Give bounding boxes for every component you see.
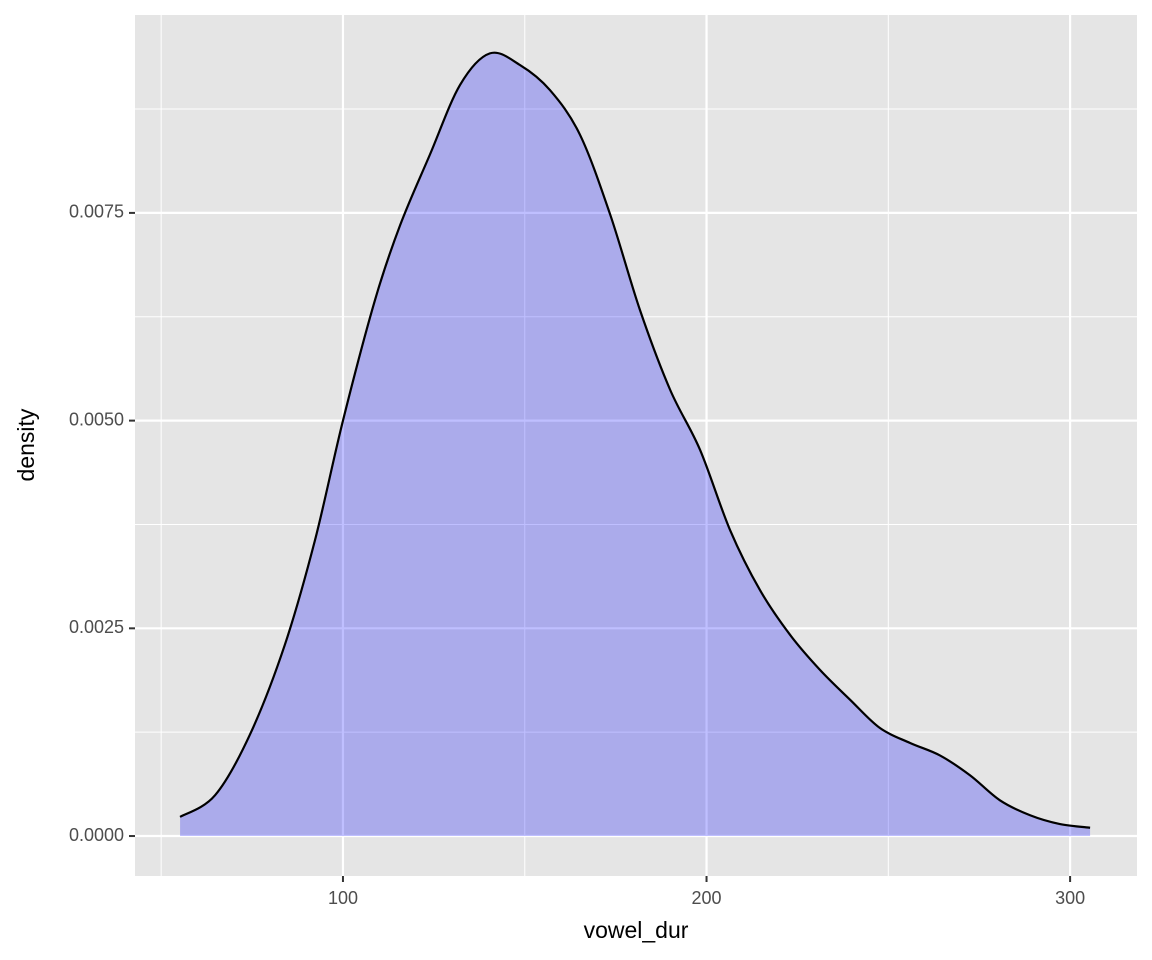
x-axis-title: vowel_dur xyxy=(584,917,689,943)
marks xyxy=(179,51,1091,837)
y-tick-label: 0.0025 xyxy=(69,617,124,637)
grid xyxy=(135,15,1137,876)
density-line xyxy=(179,51,1091,829)
x-tick-label: 200 xyxy=(692,888,722,908)
axes: 100 200 300 0.0000 0.0025 0.0050 0.0075 xyxy=(69,202,1085,908)
y-tick-label: 0.0075 xyxy=(69,202,124,222)
density-area xyxy=(180,52,1091,837)
y-axis-title: density xyxy=(13,408,39,481)
y-tick-label: 0.0000 xyxy=(69,825,124,845)
x-tick-label: 100 xyxy=(328,888,358,908)
x-tick-label: 300 xyxy=(1055,888,1085,908)
y-tick-label: 0.0050 xyxy=(69,409,124,429)
